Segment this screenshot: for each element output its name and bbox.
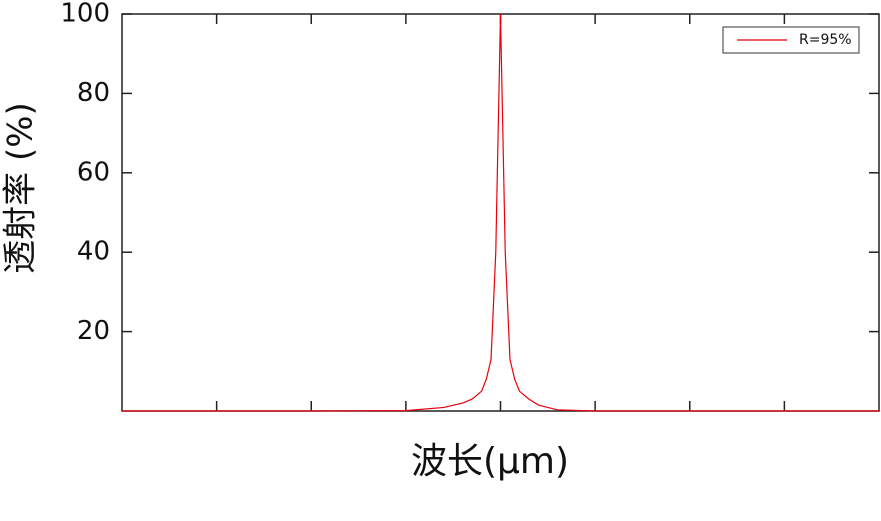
y-tick-label: 80 xyxy=(77,78,110,108)
y-tick-label: 20 xyxy=(77,316,110,346)
y-tick-label: 60 xyxy=(77,157,110,187)
y-tick-label: 100 xyxy=(60,0,110,29)
y-axis-label: 透射率 (%) xyxy=(1,102,41,274)
y-tick-label: 40 xyxy=(77,237,110,267)
x-axis-label: 波长(μm) xyxy=(411,441,569,482)
plot-frame xyxy=(121,13,880,412)
legend-label: R=95% xyxy=(799,32,852,48)
series-line xyxy=(122,13,879,412)
